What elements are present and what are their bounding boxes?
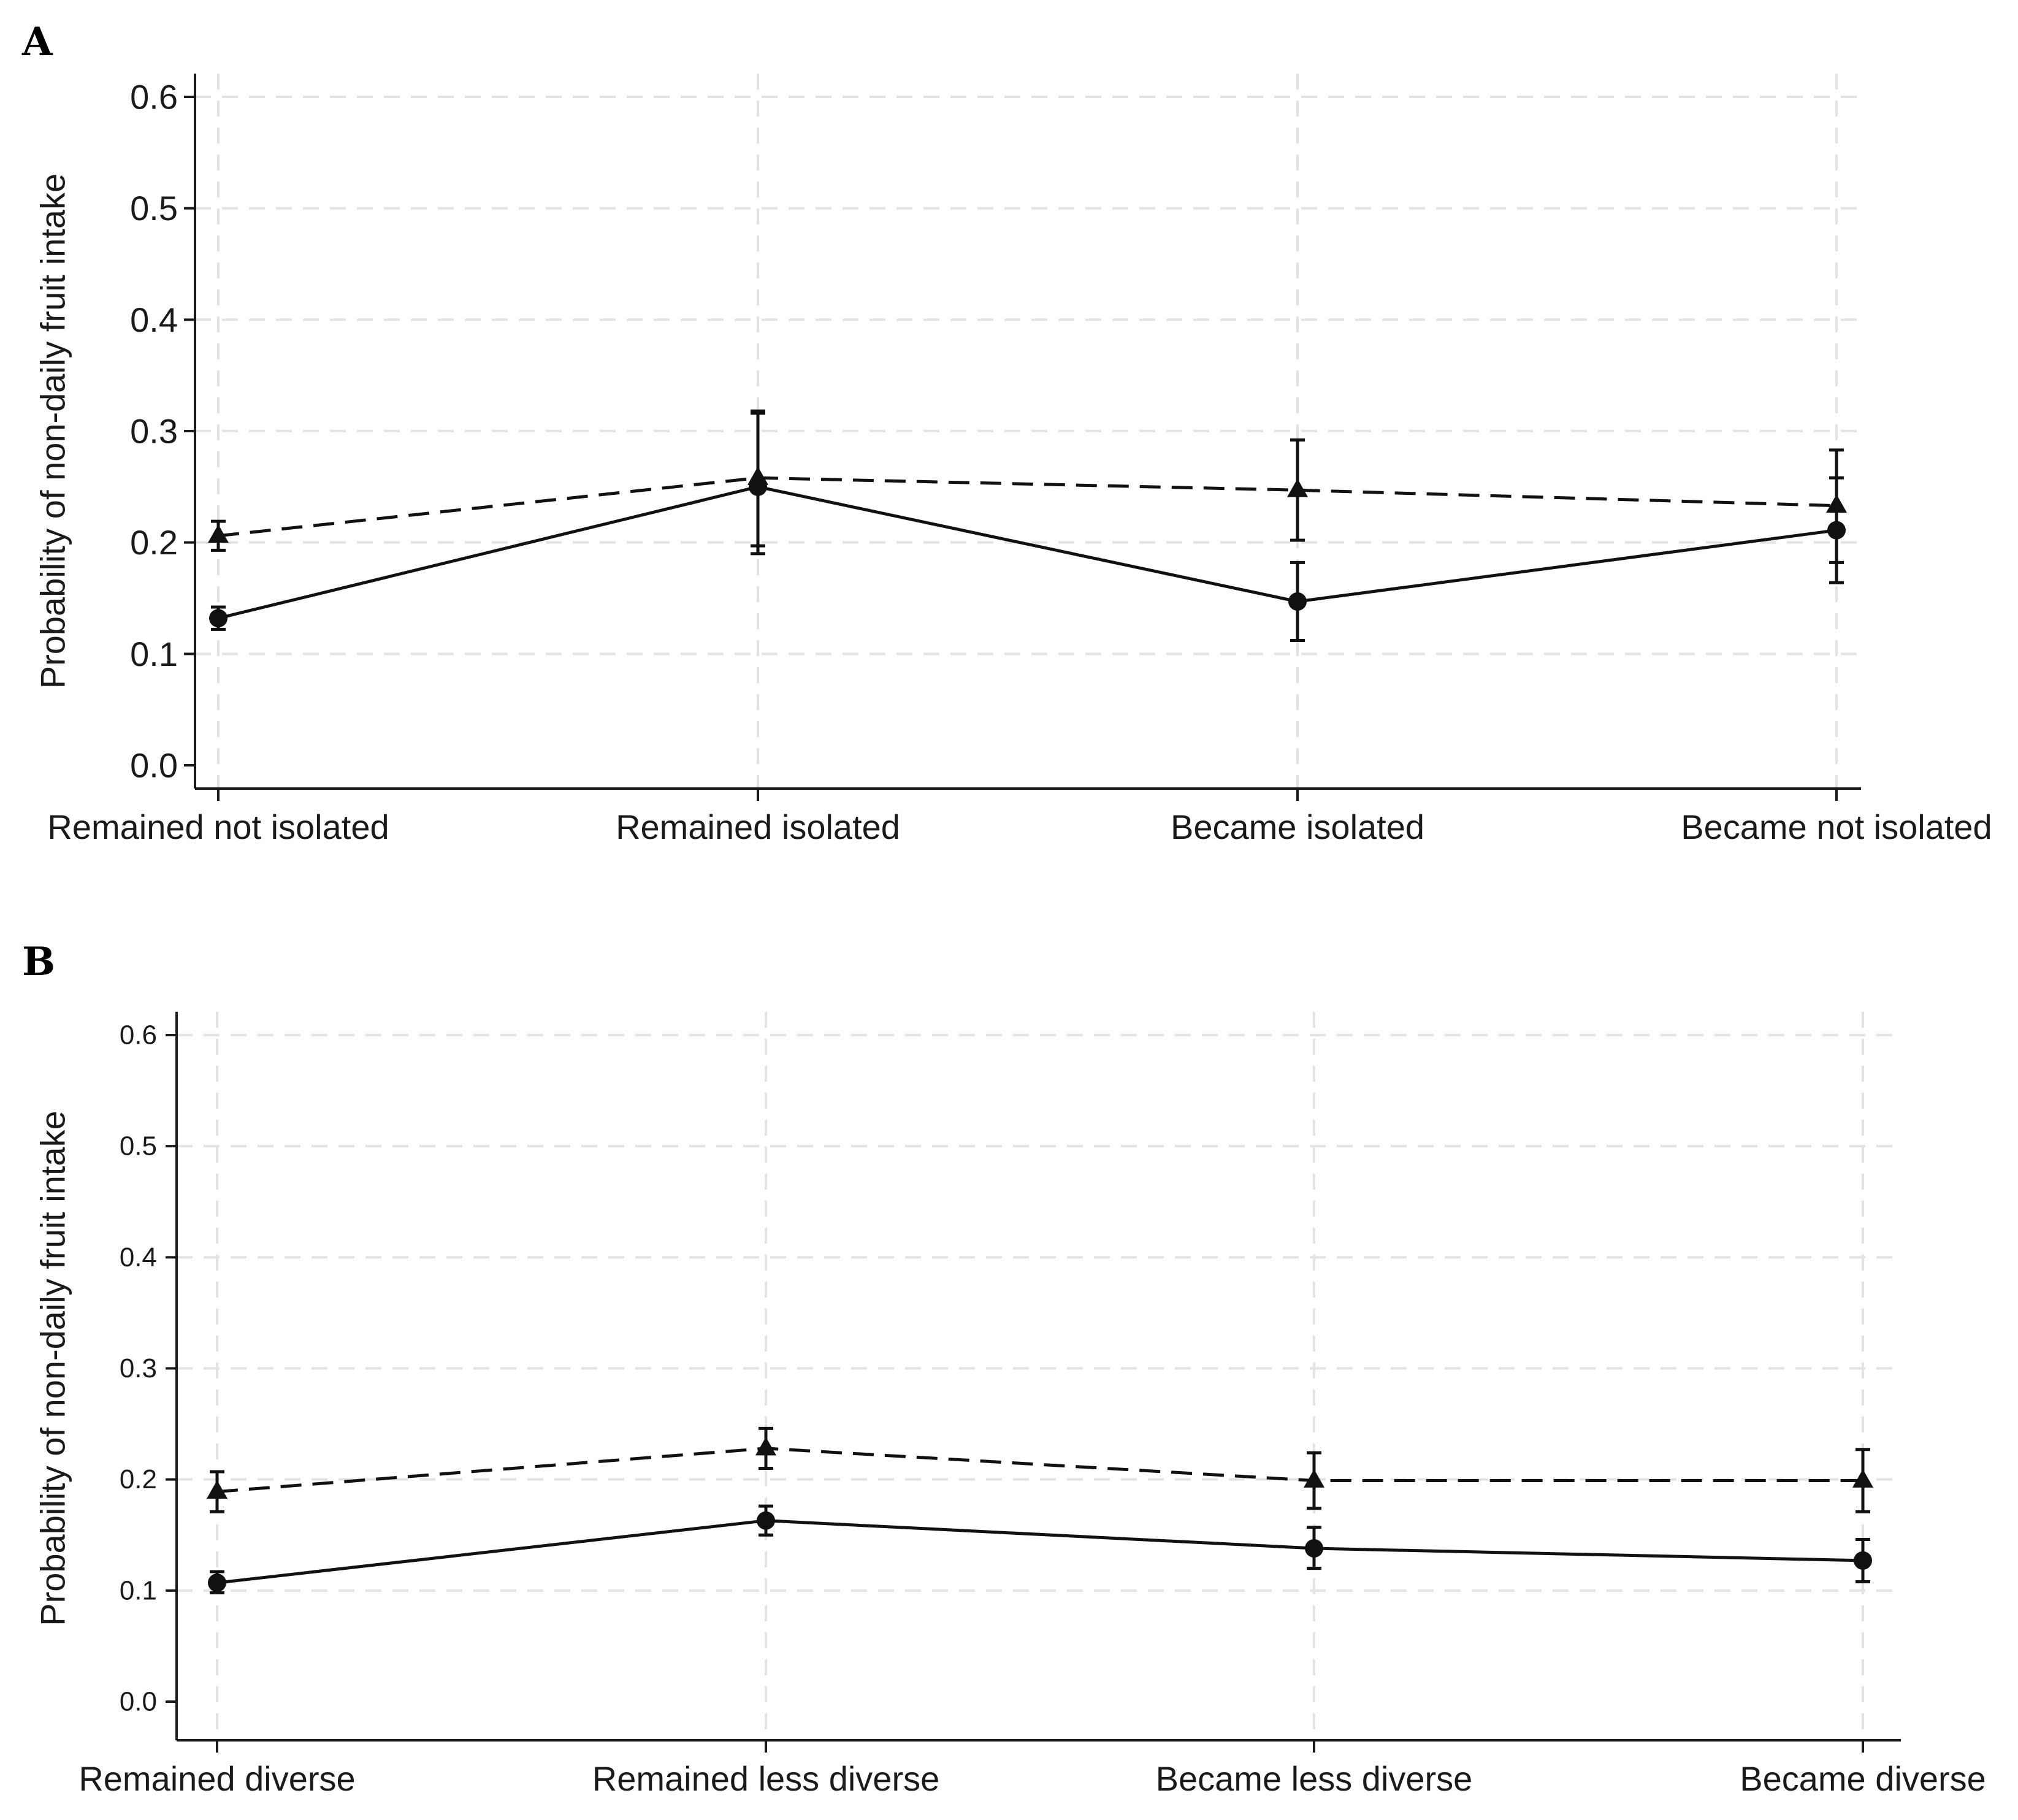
data-point-circle <box>1854 1551 1872 1570</box>
data-point-triangle <box>747 466 768 485</box>
x-category-label: Remained diverse <box>78 1759 355 1798</box>
y-tick-label: 0.2 <box>120 1464 157 1494</box>
y-tick-label: 0.4 <box>130 300 178 339</box>
data-point-circle <box>1305 1539 1323 1558</box>
series-line-triangle-dashed <box>216 1447 1863 1494</box>
x-category-label: Remained less diverse <box>592 1759 939 1798</box>
data-point-triangle <box>207 1480 227 1499</box>
y-tick-label: 0.0 <box>130 746 178 785</box>
panel-label: B <box>22 939 55 985</box>
y-tick-label: 0.2 <box>130 523 178 562</box>
x-category-label: Remained isolated <box>616 808 900 846</box>
y-tick-label: 0.5 <box>130 189 178 228</box>
y-axis-title: Probability of non-daily fruit intake <box>34 1111 72 1626</box>
x-category-label: Became not isolated <box>1681 808 1992 846</box>
y-tick-label: 0.1 <box>120 1575 157 1605</box>
data-point-triangle <box>1304 1469 1324 1488</box>
data-point-triangle <box>1852 1469 1873 1488</box>
series-line-circle-solid <box>218 485 1837 620</box>
data-point-triangle <box>1287 478 1308 497</box>
data-point-triangle <box>208 524 229 543</box>
series-line-triangle-dashed <box>218 476 1837 538</box>
data-point-circle <box>209 609 227 628</box>
y-axis-title: Probability of non-daily fruit intake <box>34 174 72 689</box>
y-tick-label: 0.5 <box>120 1131 157 1161</box>
y-tick-label: 0.1 <box>130 635 178 673</box>
data-point-circle <box>757 1511 775 1530</box>
data-point-triangle <box>755 1437 776 1456</box>
data-point-triangle <box>1826 494 1847 513</box>
panel-a-chart: A 0.0 0.1 0.2 0.3 0.4 0.5 0.6 Probability of non… <box>21 19 1992 846</box>
data-point-circle <box>1288 592 1307 611</box>
x-category-label: Remained not isolated <box>47 808 389 846</box>
y-tick-label: 0.6 <box>120 1020 157 1050</box>
panel-b-chart: B 0.0 0.1 0.2 0.3 0.4 0.5 0.6 Probability of non… <box>22 939 1986 1798</box>
y-tick-label: 0.3 <box>130 412 178 451</box>
y-tick-label: 0.0 <box>120 1687 157 1717</box>
data-point-circle <box>208 1573 226 1592</box>
x-category-label: Became isolated <box>1171 808 1424 846</box>
y-tick-label: 0.6 <box>130 78 178 117</box>
series-line-circle-solid <box>216 1519 1863 1585</box>
y-tick-label: 0.3 <box>120 1353 157 1383</box>
y-tick-label: 0.4 <box>120 1242 157 1272</box>
x-category-label: Became diverse <box>1740 1759 1986 1798</box>
panel-label: A <box>21 19 53 65</box>
x-category-label: Became less diverse <box>1156 1759 1473 1798</box>
